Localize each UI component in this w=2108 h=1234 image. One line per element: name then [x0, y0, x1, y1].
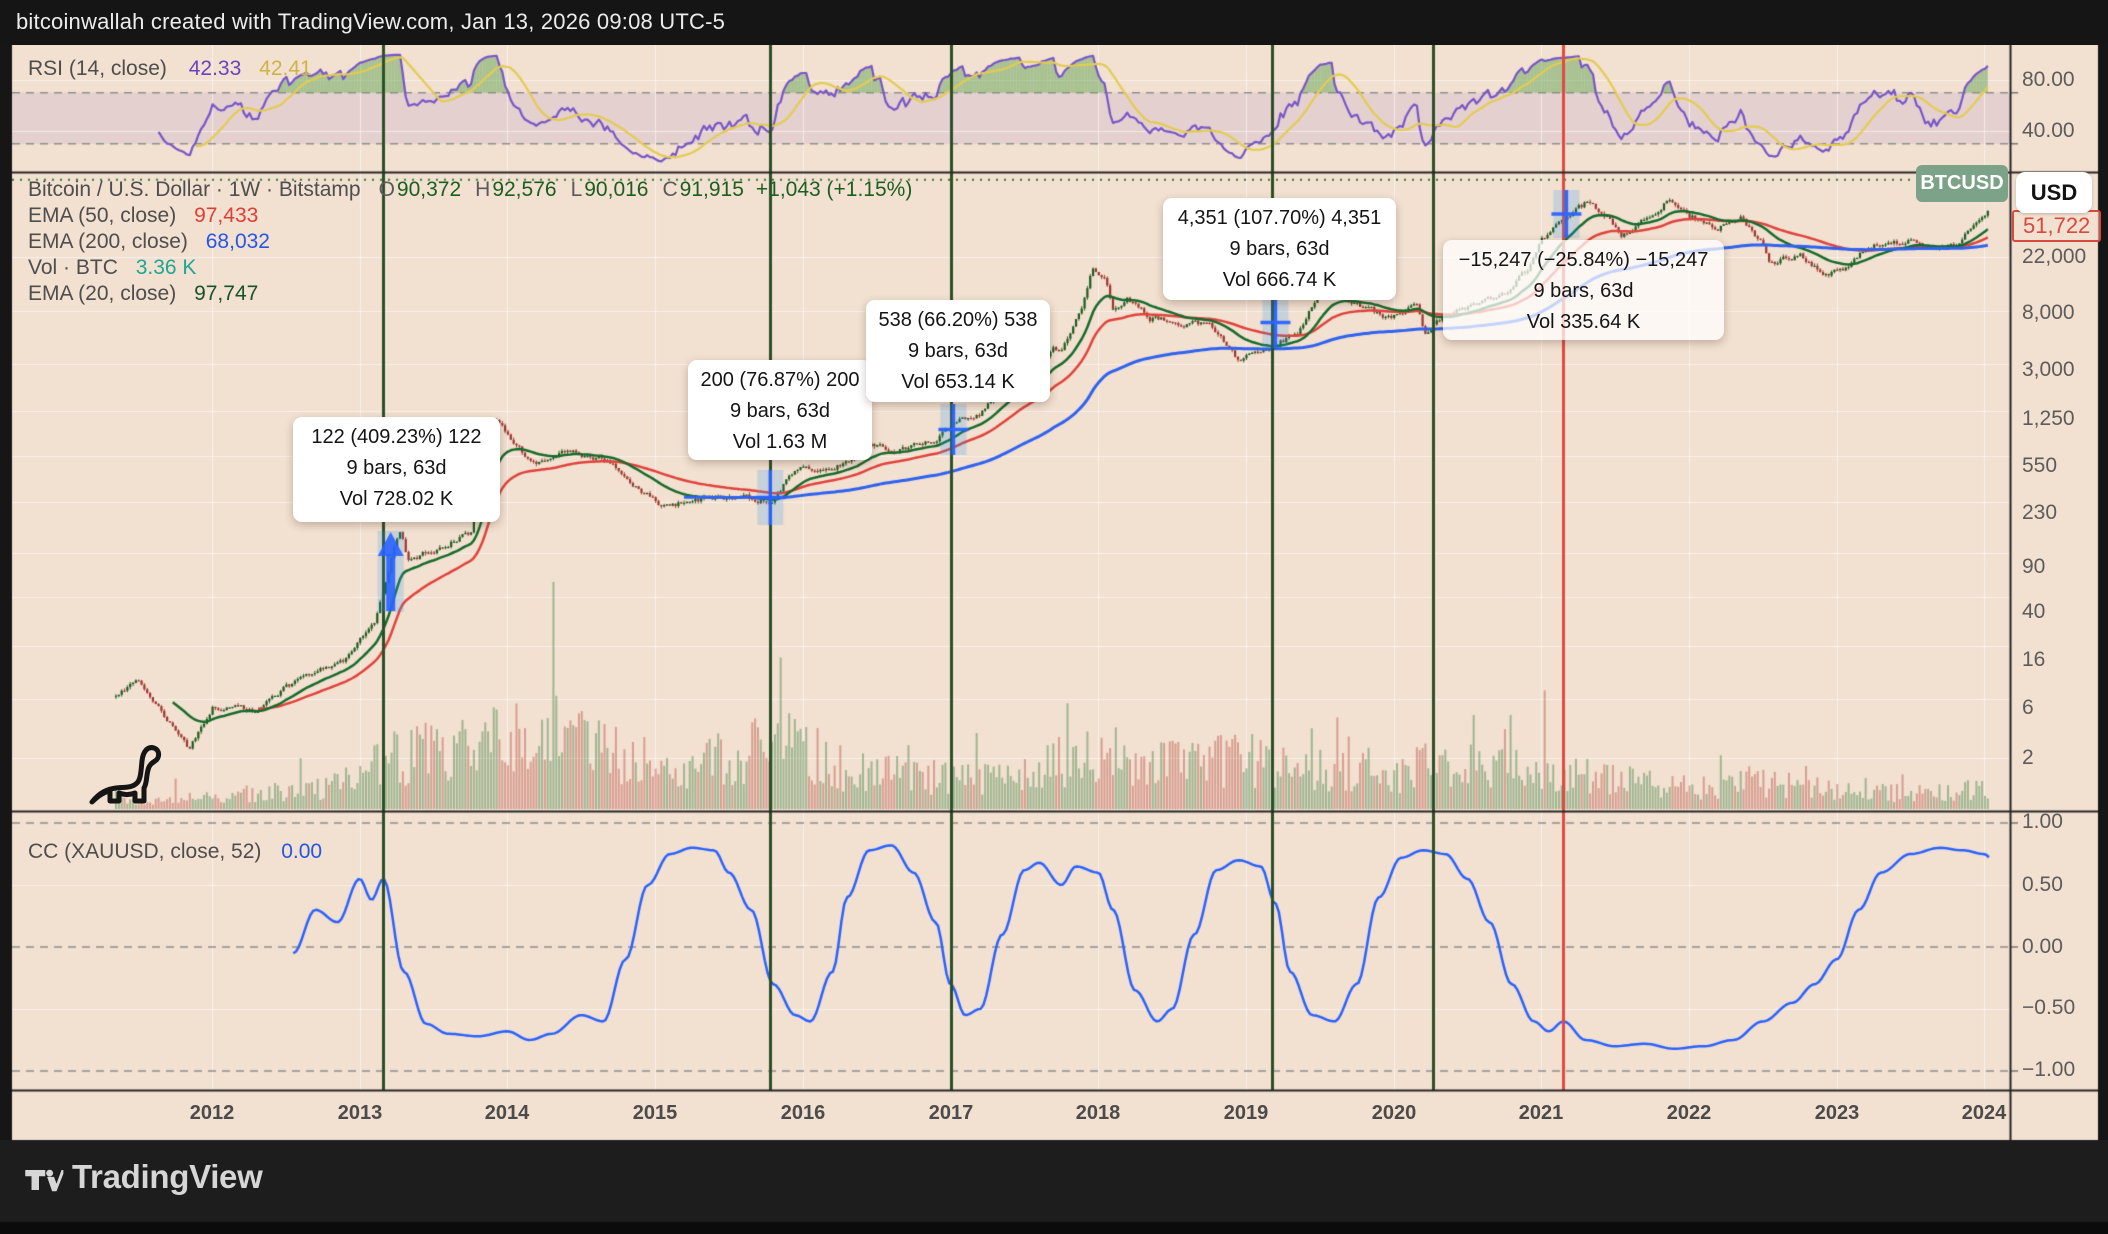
year-label: 2023 — [1814, 1102, 1860, 1124]
low-value: 90,016 — [584, 178, 649, 201]
price-tick: 1,250 — [2022, 407, 2075, 430]
attribution-text: bitcoinwallah created with TradingView.c… — [16, 9, 726, 34]
ema200-value: 68,032 — [205, 230, 270, 253]
range-callout-1: 122 (409.23%) 122 9 bars, 63d Vol 728.02… — [293, 417, 500, 522]
cc-value: 0.00 — [281, 840, 323, 863]
price-tick: 16 — [2022, 648, 2046, 671]
symbol-title: Bitcoin / U.S. Dollar · 1W · Bitstamp — [28, 178, 361, 201]
logo-t — [25, 1170, 46, 1190]
year-label: 2018 — [1075, 1102, 1121, 1124]
price-tick: 90 — [2022, 555, 2046, 578]
rsi-legend-label: RSI (14, close) — [28, 57, 167, 80]
callout-bars: 9 bars, 63d — [1229, 238, 1330, 260]
cc-axis-tick: 1.00 — [2022, 810, 2063, 833]
rsi-legend[interactable]: RSI (14, close) 42.33 42.41 — [28, 56, 312, 82]
logo-v — [47, 1170, 64, 1192]
volume-value: 3.36 K — [135, 256, 197, 279]
cc-legend[interactable]: CC (XAUUSD, close, 52) 0.00 — [28, 839, 322, 865]
cc-axis-tick: 0.50 — [2022, 873, 2063, 896]
callout-change: 122 (409.23%) 122 — [311, 426, 482, 448]
ema200-label: EMA (200, close) — [28, 230, 188, 253]
year-label: 2024 — [1961, 1102, 2007, 1124]
year-label: 2020 — [1371, 1102, 1417, 1124]
range-callout-5: −15,247 (−25.84%) −15,247 9 bars, 63d Vo… — [1443, 240, 1724, 340]
price-tick: 2 — [2022, 746, 2034, 769]
cc-axis-tick: 0.00 — [2022, 935, 2063, 958]
cc-legend-label: CC (XAUUSD, close, 52) — [28, 840, 262, 863]
symbol-row[interactable]: Bitcoin / U.S. Dollar · 1W · Bitstamp O90… — [28, 177, 912, 203]
callout-change: 4,351 (107.70%) 4,351 — [1177, 207, 1382, 229]
rsi-axis-40: 40.00 — [2022, 119, 2075, 142]
callout-bars: 9 bars, 63d — [907, 340, 1009, 362]
range-callout-4: 4,351 (107.70%) 4,351 9 bars, 63d Vol 66… — [1163, 198, 1396, 300]
main-legend: Bitcoin / U.S. Dollar · 1W · Bitstamp O90… — [28, 177, 912, 307]
indicator-row-ema20[interactable]: EMA (20, close) 97,747 — [28, 281, 912, 307]
cc-axis-tick: −0.50 — [2022, 996, 2076, 1019]
callout-bars: 9 bars, 63d — [346, 457, 447, 479]
attribution-bar: bitcoinwallah created with TradingView.c… — [0, 0, 2108, 45]
indicator-row-ema200[interactable]: EMA (200, close) 68,032 — [28, 229, 912, 255]
close-value: 91,915 — [679, 178, 744, 201]
tradingview-wordmark[interactable]: TradingView — [72, 1158, 263, 1195]
callout-volume: Vol 728.02 K — [339, 488, 454, 510]
year-label: 2021 — [1518, 1102, 1564, 1124]
rsi-ma-value: 42.41 — [259, 57, 312, 80]
callout-volume: Vol 666.74 K — [1222, 269, 1337, 291]
price-tick: 6 — [2022, 696, 2034, 719]
year-label: 2012 — [189, 1102, 235, 1124]
year-label: 2014 — [484, 1102, 530, 1124]
dinosaur-path — [89, 745, 162, 805]
year-label: 2015 — [632, 1102, 678, 1124]
ema50-label: EMA (50, close) — [28, 204, 177, 227]
callout-volume: Vol 1.63 M — [732, 431, 828, 453]
ema20-value: 97,747 — [194, 282, 259, 305]
year-label: 2022 — [1666, 1102, 1712, 1124]
tradingview-logo-icon[interactable] — [24, 1160, 64, 1200]
callout-change: −15,247 (−25.84%) −15,247 — [1458, 249, 1709, 271]
price-tick: 230 — [2022, 501, 2058, 524]
high-letter: H — [475, 178, 491, 201]
cc-axis-tick: −1.00 — [2022, 1058, 2076, 1081]
open-value: 90,372 — [396, 178, 462, 201]
low-letter: L — [570, 178, 583, 201]
open-letter: O — [378, 178, 395, 201]
indicator-row-ema50[interactable]: EMA (50, close) 97,433 — [28, 203, 912, 229]
year-label: 2016 — [780, 1102, 826, 1124]
symbol-badge: BTCUSD — [1916, 165, 2008, 202]
ema50-value: 97,433 — [194, 204, 259, 227]
range-callout-3: 538 (66.20%) 538 9 bars, 63d Vol 653.14 … — [866, 300, 1050, 402]
year-label: 2019 — [1223, 1102, 1269, 1124]
callout-volume: Vol 653.14 K — [901, 371, 1015, 393]
high-value: 92,576 — [492, 178, 557, 201]
currency-button[interactable]: USD — [2016, 172, 2092, 213]
last-price-label: 51,722 — [2012, 210, 2102, 242]
rsi-value: 42.33 — [188, 57, 242, 80]
callout-bars: 9 bars, 63d — [1533, 280, 1634, 302]
price-tick: 22,000 — [2022, 245, 2087, 268]
volume-label: Vol · BTC — [28, 256, 118, 279]
callout-change: 538 (66.20%) 538 — [878, 309, 1038, 331]
callout-change: 200 (76.87%) 200 — [700, 369, 860, 391]
close-letter: C — [662, 178, 678, 201]
year-label: 2013 — [337, 1102, 383, 1124]
callout-volume: Vol 335.64 K — [1526, 311, 1641, 333]
change-value: +1,043 (+1.15%) — [755, 178, 913, 201]
price-tick: 3,000 — [2022, 358, 2075, 381]
year-label: 2017 — [928, 1102, 974, 1124]
range-callout-2: 200 (76.87%) 200 9 bars, 63d Vol 1.63 M — [688, 360, 872, 460]
ema20-label: EMA (20, close) — [28, 282, 177, 305]
price-tick: 8,000 — [2022, 301, 2075, 324]
rsi-axis-80: 80.00 — [2022, 68, 2075, 91]
indicator-row-volume[interactable]: Vol · BTC 3.36 K — [28, 255, 912, 281]
dinosaur-drawing[interactable] — [84, 740, 188, 806]
price-tick: 40 — [2022, 600, 2046, 623]
logo-dot — [46, 1169, 54, 1177]
callout-bars: 9 bars, 63d — [729, 400, 831, 422]
price-tick: 550 — [2022, 454, 2058, 477]
